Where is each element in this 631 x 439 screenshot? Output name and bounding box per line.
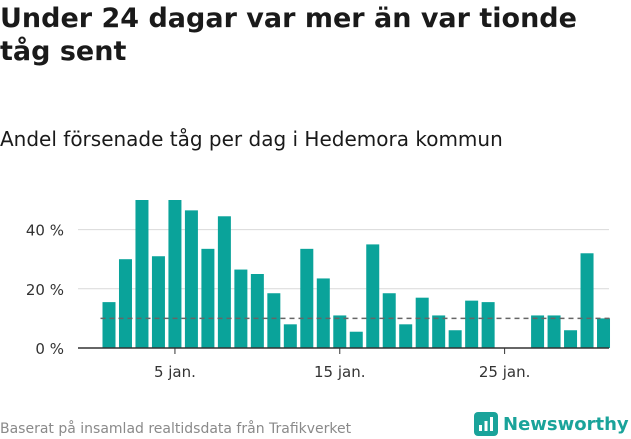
grid-lines xyxy=(78,229,609,290)
bar-chart-logo-icon xyxy=(474,412,498,436)
x-tick-label: 5 jan. xyxy=(154,363,196,381)
bar xyxy=(316,278,330,348)
y-axis-labels: 0 % 20 % 40 % xyxy=(26,222,64,358)
bar xyxy=(597,318,611,348)
bar xyxy=(135,200,149,348)
brand-name: Newsworthy xyxy=(503,413,629,435)
bar xyxy=(580,253,594,348)
bar xyxy=(465,300,479,348)
bar xyxy=(481,302,495,348)
bar xyxy=(531,315,545,348)
x-tick-label: 25 jan. xyxy=(479,363,531,381)
bar xyxy=(333,315,347,348)
bar xyxy=(547,315,561,348)
bar xyxy=(184,210,198,348)
bar xyxy=(564,330,578,348)
bar xyxy=(399,324,413,348)
x-tick-label: 15 jan. xyxy=(314,363,366,381)
bar xyxy=(349,331,363,348)
bar xyxy=(168,200,182,348)
bar xyxy=(283,324,297,348)
newsworthy-logo[interactable]: Newsworthy xyxy=(474,410,629,438)
bar xyxy=(366,244,380,348)
y-tick-label: 20 % xyxy=(26,281,64,299)
source-note: Baserat på insamlad realtidsdata från Tr… xyxy=(0,421,352,437)
bar xyxy=(217,216,231,348)
bar xyxy=(201,248,215,348)
bar xyxy=(415,297,429,348)
chart-title: Under 24 dagar var mer än var tionde tåg… xyxy=(0,3,577,67)
bar-chart: 0 % 20 % 40 % 5 jan. 15 jan. 25 jan. xyxy=(26,200,613,381)
bar xyxy=(448,330,462,348)
y-tick-label: 40 % xyxy=(26,222,64,240)
bar xyxy=(102,302,116,348)
bar xyxy=(382,293,396,348)
bar xyxy=(118,259,132,348)
bar-series xyxy=(102,200,611,348)
x-axis-labels: 5 jan. 15 jan. 25 jan. xyxy=(154,348,530,381)
bar xyxy=(234,269,248,348)
y-tick-label: 0 % xyxy=(35,340,64,358)
bar xyxy=(267,293,281,348)
bar xyxy=(250,274,264,348)
bar xyxy=(432,315,446,348)
chart-subtitle: Andel försenade tåg per dag i Hedemora k… xyxy=(0,127,503,151)
bar xyxy=(151,256,165,348)
bar xyxy=(300,248,314,348)
